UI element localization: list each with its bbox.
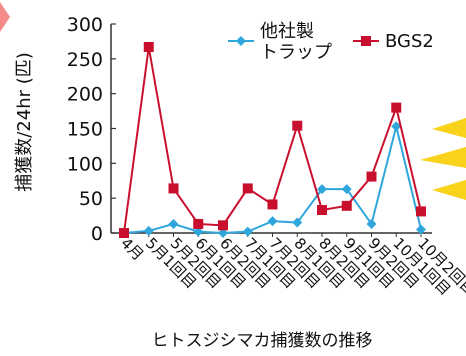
legend-label: 他社製: [260, 21, 314, 42]
data-point-square: [391, 102, 402, 113]
data-point-diamond: [143, 225, 154, 236]
legend-label: BGS2: [385, 31, 434, 52]
data-point-square: [267, 199, 278, 210]
data-point-diamond: [341, 184, 352, 195]
data-point-diamond: [317, 184, 327, 195]
y-tick-label: 100: [67, 153, 103, 175]
left-pink-arrow-decoration: [0, 2, 10, 32]
data-point-square: [143, 41, 154, 52]
data-point-diamond: [193, 226, 204, 237]
right-yellow-burst-decoration: [420, 118, 466, 200]
data-point-square: [317, 205, 327, 216]
data-point-square: [341, 200, 352, 211]
x-tick-label: 4月: [117, 234, 147, 264]
chart-caption: ヒトスジシマカ捕獲数の推移: [152, 331, 373, 351]
data-point-square: [416, 206, 426, 217]
data-point-diamond: [366, 218, 377, 229]
data-point-diamond: [267, 216, 278, 227]
data-point-diamond: [292, 217, 303, 228]
data-point-square: [242, 183, 253, 194]
y-tick-label: 300: [67, 14, 103, 36]
data-point-diamond: [168, 218, 179, 229]
y-tick-label: 250: [67, 49, 103, 71]
legend-label: トラップ: [260, 42, 332, 63]
y-axis-title: 捕獲数/24hr (匹): [14, 52, 35, 192]
legend-marker-diamond: [236, 36, 246, 46]
data-point-square: [168, 183, 179, 194]
data-point-square: [119, 228, 129, 238]
data-point-square: [292, 120, 303, 131]
data-point-diamond: [242, 226, 253, 237]
y-tick-label: 0: [91, 223, 103, 245]
y-tick-label: 200: [67, 84, 103, 106]
data-point-square: [366, 171, 377, 182]
data-point-diamond: [416, 224, 426, 235]
y-tick-label: 50: [79, 188, 103, 210]
data-point-square: [193, 218, 204, 229]
y-tick-label: 150: [67, 119, 103, 141]
legend-marker-square: [361, 36, 371, 46]
data-point-diamond: [218, 228, 228, 238]
data-point-square: [218, 220, 228, 231]
data-point-diamond: [391, 121, 402, 132]
